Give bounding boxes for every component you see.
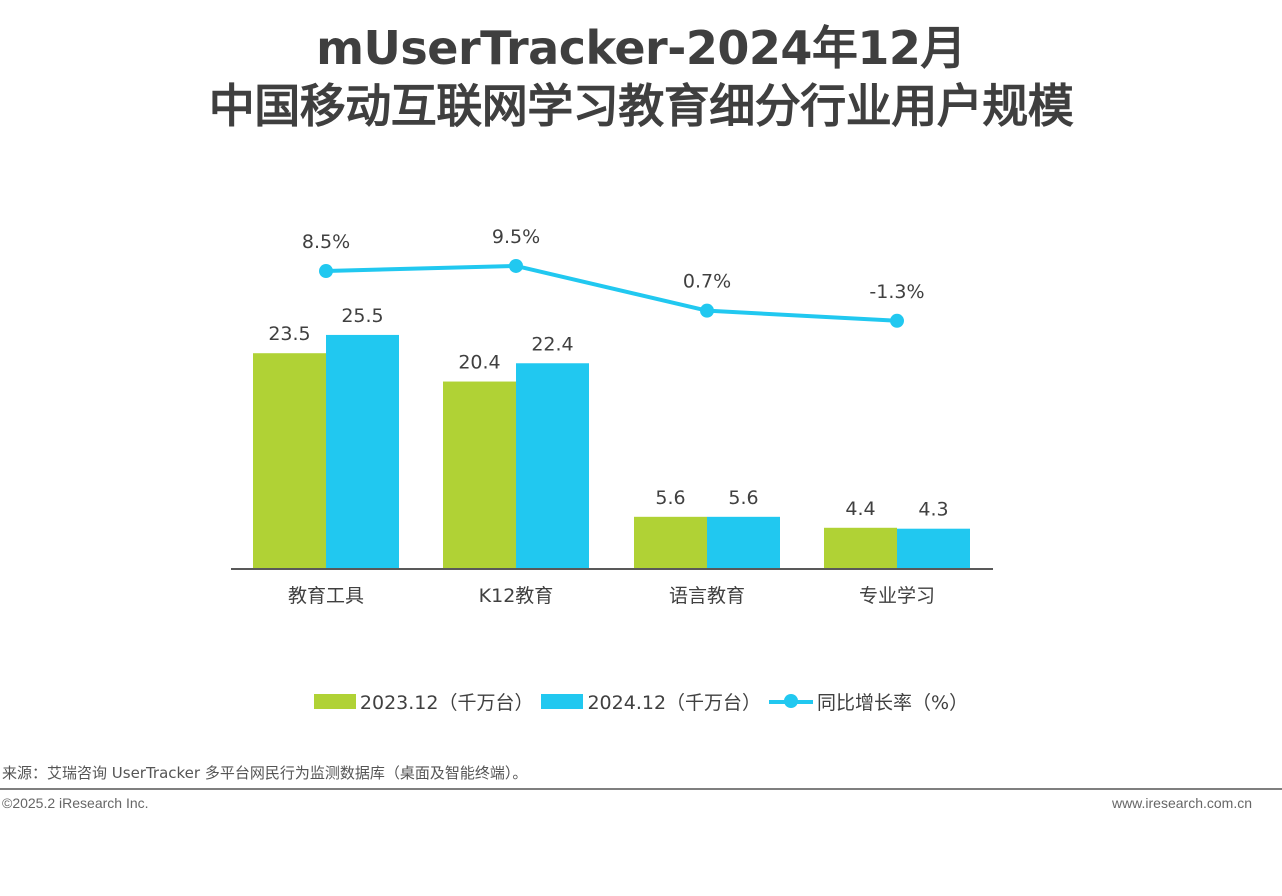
legend-label-growth: 同比增长率（%） [817, 692, 969, 714]
growth-point-1 [319, 264, 333, 279]
chart-title-line2: 中国移动互联网学习教育细分行业用户规模 [208, 79, 1074, 133]
bar-2-4 [897, 528, 970, 568]
legend-item-growth: 同比增长率（%） [769, 688, 968, 715]
legend-swatch-growth [769, 694, 814, 709]
bar-2-1 [326, 334, 399, 568]
legend-swatch-2023 [313, 694, 356, 709]
bar-label-1-4: 4.4 [845, 498, 875, 520]
bar-2-3 [707, 516, 780, 568]
website-url: www.iresearch.com.cn [1111, 795, 1252, 811]
bar-label-2-2: 22.4 [531, 333, 573, 355]
growth-label-1: 8.5% [302, 231, 350, 253]
growth-point-3 [700, 303, 714, 318]
bar-2-2 [516, 363, 589, 568]
category-label-1: 教育工具 [288, 585, 364, 607]
legend-item-2024: 2024.12（千万台） [541, 688, 761, 715]
growth-label-2: 9.5% [492, 226, 540, 248]
bar-label-1-3: 5.6 [655, 487, 685, 509]
bar-1-2 [443, 381, 516, 568]
chart-area: 23.5 20.4 5.6 4.4 25.5 22.4 5.6 4.3 教育工具 K12教育 语言教… [231, 226, 993, 607]
legend-label-2024: 2024.12（千万台） [587, 692, 762, 714]
legend-item-2023: 2023.12（千万台） [313, 688, 534, 715]
growth-label-3: 0.7% [683, 271, 731, 293]
source-note: 来源：艾瑞咨询 UserTracker 多平台网民行为监测数据库（桌面及智能终端… [2, 764, 528, 782]
chart-title-line1: mUserTracker-2024年12月 [316, 21, 966, 75]
bar-1-3 [634, 516, 707, 568]
category-label-4: 专业学习 [859, 585, 935, 607]
bar-label-2-4: 4.3 [918, 499, 948, 521]
bar-label-2-1: 25.5 [341, 305, 383, 327]
growth-point-4 [890, 313, 904, 328]
bar-label-1-2: 20.4 [458, 352, 500, 374]
chart-legend: 2023.12（千万台） 2024.12（千万台） 同比增长率（%） [0, 688, 1282, 715]
bar-1-1 [253, 353, 326, 568]
growth-label-4: -1.3% [869, 281, 924, 303]
growth-point-2 [509, 258, 523, 273]
footer-divider [0, 788, 1282, 790]
growth-line [325, 263, 898, 323]
bar-1-4 [824, 527, 897, 568]
category-label-3: 语言教育 [669, 585, 745, 607]
legend-label-2023: 2023.12（千万台） [359, 692, 534, 714]
legend-swatch-2024 [541, 694, 584, 709]
bar-label-2-3: 5.6 [728, 487, 758, 509]
category-label-2: K12教育 [479, 585, 554, 607]
copyright-text: ©2025.2 iResearch Inc. [2, 795, 149, 811]
bar-label-1-1: 23.5 [268, 323, 310, 345]
